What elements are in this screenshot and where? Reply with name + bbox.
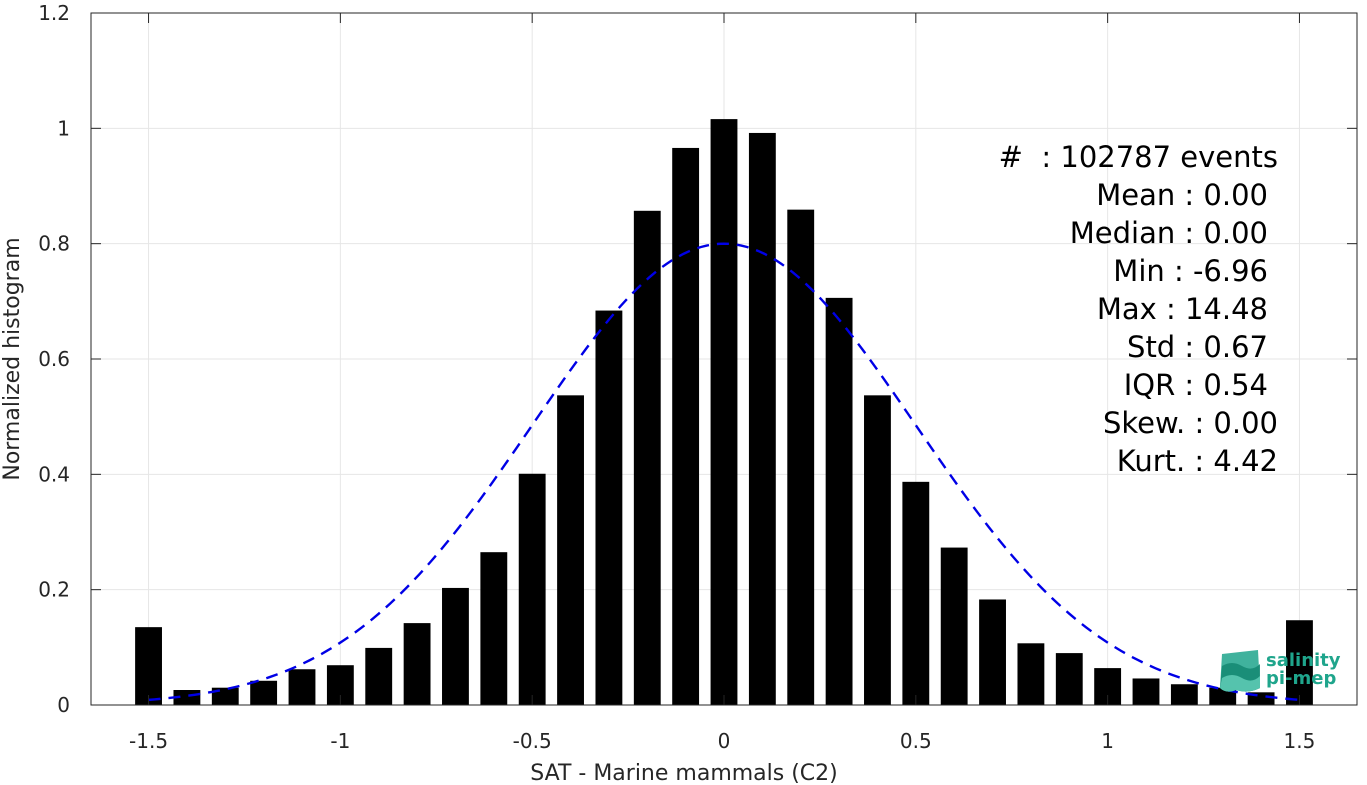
histogram-bar (672, 147, 700, 705)
histogram-bar (288, 669, 316, 705)
x-tick-label: 0 (718, 729, 731, 753)
histogram-bar (902, 481, 930, 705)
x-tick-label: 0.5 (900, 729, 932, 753)
histogram-bar (595, 310, 623, 705)
x-tick-label: 1 (1101, 729, 1114, 753)
stat-skew: Skew. : 0.00 (1102, 406, 1278, 440)
histogram-bar (1132, 678, 1160, 705)
histogram-bar (1170, 684, 1198, 705)
histogram-bar (710, 119, 738, 705)
y-tick-label: 0 (57, 693, 70, 717)
stat-max: Max : 14.48 (1096, 292, 1268, 326)
histogram-bar (403, 623, 431, 705)
histogram-bar (940, 547, 968, 705)
histogram-bar (442, 587, 469, 705)
y-axis-label: Normalized histogram (0, 237, 25, 480)
histogram-bar (787, 209, 815, 706)
stat-mean: Mean : 0.00 (1096, 178, 1268, 212)
stat-count: # : 102787 events (998, 140, 1278, 174)
histogram-bar (480, 552, 508, 705)
histogram-bar (1209, 687, 1237, 705)
histogram-bar (864, 395, 891, 705)
histogram-bar (1055, 653, 1083, 705)
x-tick-label: -1.5 (129, 729, 168, 753)
histogram-bar (633, 210, 661, 705)
y-tick-label: 1 (57, 116, 70, 140)
histogram-bar (211, 687, 239, 705)
stat-std: Std : 0.67 (1127, 330, 1268, 364)
wave-logo-icon (1220, 650, 1260, 692)
x-tick-label: -1 (330, 729, 350, 753)
x-axis-label: SAT - Marine mammals (C2) (530, 761, 838, 785)
stat-median: Median : 0.00 (1069, 216, 1268, 250)
histogram-bar (825, 297, 853, 705)
logo-line1: salinity (1266, 650, 1341, 671)
histogram-bar (1017, 643, 1045, 705)
histogram-bar (557, 395, 584, 705)
salinity-pi-mep-logo: salinity pi-mep (1218, 648, 1348, 696)
y-tick-label: 0.2 (38, 578, 70, 602)
histogram-bar (748, 132, 776, 706)
y-axis-ticks: 0 0.2 0.4 0.6 0.8 1 1.2 (38, 1, 1357, 717)
x-tick-label: 1.5 (1284, 729, 1316, 753)
histogram-bar (518, 473, 546, 705)
x-tick-label: -0.5 (513, 729, 552, 753)
gaussian-fit-curve (148, 242, 1300, 702)
histogram-bars (135, 119, 1313, 706)
histogram-bar (1286, 620, 1313, 705)
logo-line2: pi-mep (1266, 668, 1337, 689)
histogram-bar (365, 647, 393, 705)
histogram-bar (250, 680, 278, 705)
stat-min: Min : -6.96 (1113, 254, 1268, 288)
y-tick-label: 1.2 (38, 1, 70, 25)
y-tick-label: 0.4 (38, 462, 70, 486)
y-tick-label: 0.6 (38, 347, 70, 371)
stat-iqr: IQR : 0.54 (1123, 368, 1268, 402)
x-axis-ticks: -1.5 -1 -0.5 0 0.5 1 1.5 (129, 13, 1315, 753)
stat-kurt: Kurt. : 4.42 (1116, 444, 1278, 478)
histogram-bar (979, 599, 1006, 705)
histogram-bar (135, 627, 162, 705)
y-tick-label: 0.8 (38, 232, 70, 256)
